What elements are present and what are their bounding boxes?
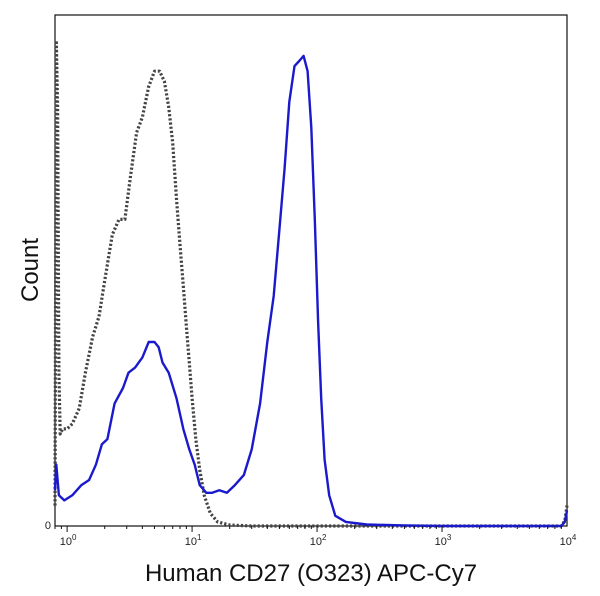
x-tick-label: 102 [310,533,327,548]
series-line-2 [53,54,569,528]
y-axis-ticks: 0 [45,520,51,532]
x-tick-label: 103 [435,533,452,548]
y-axis-label: Count [17,238,44,302]
x-tick-label: 101 [185,533,202,548]
plot-area [53,14,569,528]
x-axis-ticks: 100 101 102 103 104 [54,526,577,548]
y-tick-label: 0 [45,520,51,532]
series-line-1 [53,39,569,528]
plot-frame [54,14,568,527]
x-tick-label: 104 [560,533,577,548]
x-tick-label: 100 [60,533,77,548]
series-layer [53,39,569,528]
x-axis-label: Human CD27 (O323) APC-Cy7 [145,560,477,587]
